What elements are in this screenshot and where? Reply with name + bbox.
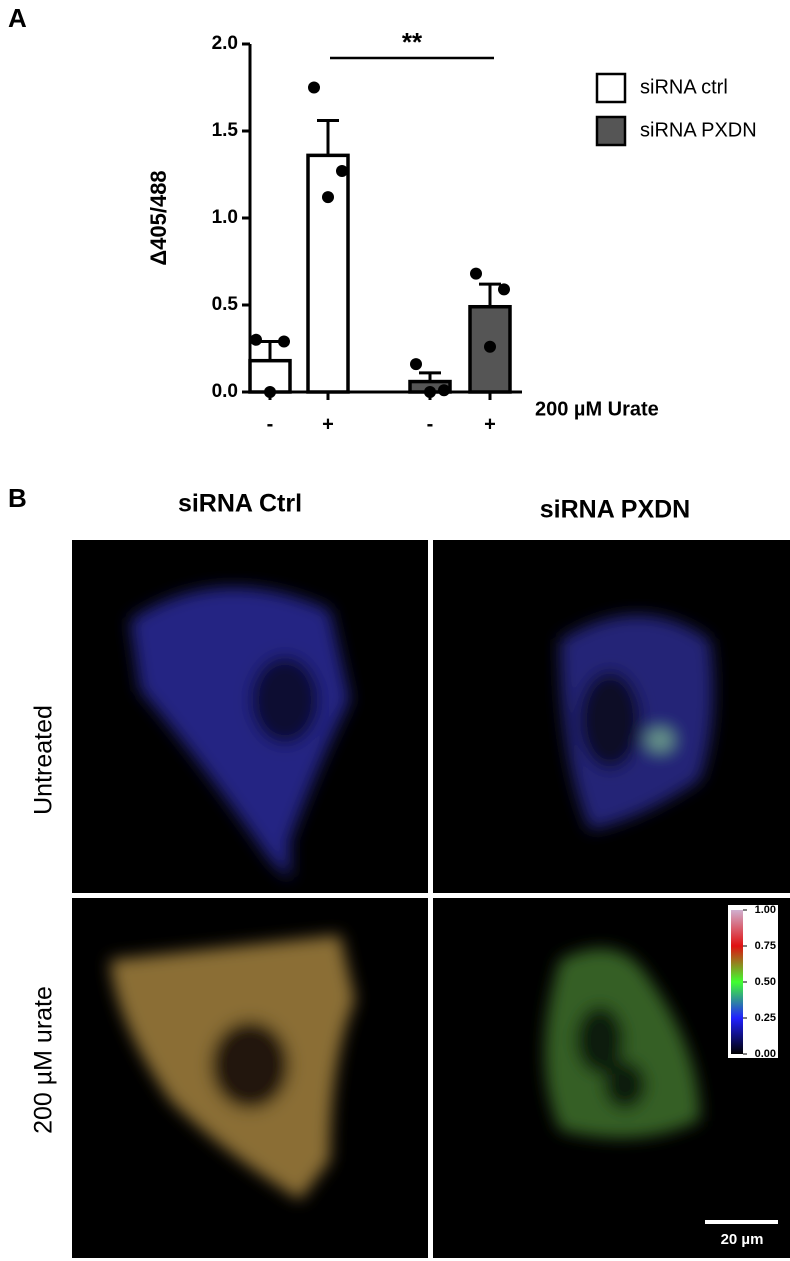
colorbar-tick-label: 0.75 bbox=[755, 940, 776, 952]
y-axis-label: Δ405/488 bbox=[146, 170, 171, 265]
data-point bbox=[438, 384, 450, 397]
colorbar-tick-label: 0.00 bbox=[755, 1048, 776, 1060]
colorbar-tick-label: 0.50 bbox=[755, 976, 776, 988]
significance: ** bbox=[402, 27, 423, 57]
data-point bbox=[410, 358, 422, 371]
cell-image bbox=[130, 587, 350, 880]
row-title: 200 µM urate bbox=[30, 986, 58, 1134]
y-tick-label: 1.5 bbox=[212, 120, 239, 141]
x-tick-label: - bbox=[427, 413, 434, 435]
x-tick-label: - bbox=[267, 413, 274, 435]
data-point bbox=[278, 335, 290, 348]
y-tick-label: 1.0 bbox=[212, 207, 238, 228]
data-point bbox=[424, 386, 436, 398]
image-divider bbox=[72, 893, 790, 898]
data-point bbox=[470, 267, 482, 280]
data-point bbox=[498, 283, 510, 296]
cell-image bbox=[110, 935, 355, 1200]
data-point bbox=[322, 191, 334, 204]
cell-image bbox=[545, 948, 700, 1138]
legend-label: siRNA PXDN bbox=[640, 119, 757, 141]
colorbar bbox=[731, 910, 743, 1054]
bar bbox=[306, 153, 350, 394]
x-tick-label: + bbox=[322, 413, 334, 435]
data-point bbox=[484, 340, 496, 353]
data-point bbox=[250, 333, 262, 346]
panel-label: A bbox=[8, 3, 27, 33]
data-point bbox=[336, 165, 348, 178]
y-tick-label: 0.5 bbox=[212, 294, 239, 315]
cell-image bbox=[560, 615, 714, 830]
bar bbox=[468, 304, 512, 394]
x-axis-label: 200 µM Urate bbox=[535, 398, 659, 420]
y-tick-label: 0.0 bbox=[212, 381, 238, 402]
panel-label: B bbox=[8, 483, 27, 513]
row-title: Untreated bbox=[30, 705, 58, 815]
data-point bbox=[308, 81, 320, 94]
legend-swatch bbox=[595, 115, 627, 147]
x-tick-label: + bbox=[484, 413, 496, 435]
column-title: siRNA Ctrl bbox=[178, 490, 302, 518]
image-divider bbox=[428, 540, 433, 1258]
data-point bbox=[264, 386, 276, 398]
colorbar-tick-label: 0.25 bbox=[755, 1012, 776, 1024]
column-title: siRNA PXDN bbox=[540, 496, 691, 524]
y-tick-label: 2.0 bbox=[212, 33, 238, 54]
legend-label: siRNA ctrl bbox=[640, 76, 728, 98]
scale-bar-label: 20 µm bbox=[721, 1231, 764, 1248]
legend-swatch bbox=[595, 72, 627, 104]
colorbar-tick-label: 1.00 bbox=[755, 904, 776, 916]
